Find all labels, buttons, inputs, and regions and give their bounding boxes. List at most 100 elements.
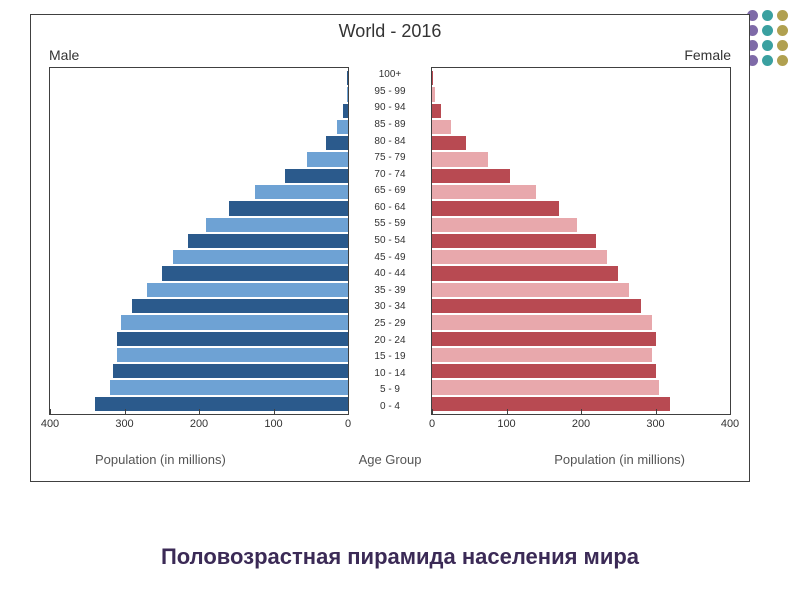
age-label: 95 - 99: [349, 84, 431, 101]
dot: [762, 40, 773, 51]
x-tick-label: 300: [646, 418, 664, 430]
x-tick: [432, 409, 433, 414]
male-bar: [188, 234, 348, 248]
age-label: 100+: [349, 67, 431, 84]
population-pyramid-chart: World - 2016 Male Female 0100200300400 1…: [30, 14, 750, 482]
bar-row: [50, 363, 348, 379]
bar-row: [50, 379, 348, 395]
bar-row: [432, 70, 730, 86]
male-bar: [117, 348, 348, 362]
bar-row: [50, 200, 348, 216]
bar-row: [432, 168, 730, 184]
bar-row: [50, 151, 348, 167]
age-label: 40 - 44: [349, 266, 431, 283]
bar-row: [432, 347, 730, 363]
male-bar: [113, 364, 348, 378]
x-tick: [274, 409, 275, 414]
bar-row: [50, 103, 348, 119]
age-label: 70 - 74: [349, 166, 431, 183]
female-panel: 0100200300400: [431, 67, 731, 415]
age-label: 65 - 69: [349, 183, 431, 200]
x-tick-label: 100: [497, 418, 515, 430]
age-label: 60 - 64: [349, 200, 431, 217]
x-tick: [199, 409, 200, 414]
bar-row: [432, 265, 730, 281]
female-bar: [432, 234, 596, 248]
bar-row: [432, 151, 730, 167]
age-label: 0 - 4: [349, 399, 431, 416]
female-bar: [432, 348, 652, 362]
bar-row: [50, 184, 348, 200]
male-bar: [117, 332, 348, 346]
female-bar: [432, 169, 510, 183]
female-bar: [432, 136, 466, 150]
dot: [777, 10, 788, 21]
age-label: 80 - 84: [349, 133, 431, 150]
dot: [762, 25, 773, 36]
bar-row: [50, 314, 348, 330]
female-bar: [432, 152, 488, 166]
x-tick-label: 200: [572, 418, 590, 430]
male-bar: [343, 104, 348, 118]
female-bar: [432, 364, 656, 378]
bar-row: [50, 119, 348, 135]
x-tick-label: 400: [41, 418, 59, 430]
bar-row: [432, 103, 730, 119]
bar-row: [50, 217, 348, 233]
male-bar: [132, 299, 348, 313]
bar-row: [432, 379, 730, 395]
female-bar: [432, 397, 670, 411]
male-bar: [307, 152, 348, 166]
female-bar: [432, 185, 536, 199]
age-label: 35 - 39: [349, 283, 431, 300]
female-bar: [432, 87, 435, 101]
female-bar: [432, 201, 559, 215]
male-label: Male: [49, 47, 79, 63]
male-bars: [50, 68, 348, 414]
age-label: 90 - 94: [349, 100, 431, 117]
bar-row: [50, 168, 348, 184]
dot: [777, 40, 788, 51]
age-label: 10 - 14: [349, 365, 431, 382]
age-label: 50 - 54: [349, 233, 431, 250]
age-label: 5 - 9: [349, 382, 431, 399]
bar-row: [432, 282, 730, 298]
x-tick-label: 0: [345, 418, 351, 430]
dot: [777, 25, 788, 36]
bar-row: [50, 233, 348, 249]
female-bars: [432, 68, 730, 414]
male-bar: [347, 71, 348, 85]
x-tick-label: 200: [190, 418, 208, 430]
bar-row: [432, 314, 730, 330]
female-bar: [432, 283, 629, 297]
center-age-labels: 100+95 - 9990 - 9485 - 8980 - 8475 - 797…: [349, 67, 431, 415]
bar-row: [432, 217, 730, 233]
female-bar: [432, 71, 433, 85]
female-bar: [432, 250, 607, 264]
male-bar: [255, 185, 348, 199]
dot: [762, 55, 773, 66]
x-tick: [656, 409, 657, 414]
age-label: 25 - 29: [349, 316, 431, 333]
bar-row: [50, 265, 348, 281]
female-bar: [432, 104, 441, 118]
dot: [777, 55, 788, 66]
female-label: Female: [684, 47, 731, 63]
age-label: 20 - 24: [349, 332, 431, 349]
x-tick: [50, 409, 51, 414]
male-bar: [121, 315, 348, 329]
age-label: 45 - 49: [349, 249, 431, 266]
female-bar: [432, 266, 618, 280]
decoration-dots: [747, 10, 788, 66]
male-bar: [95, 397, 348, 411]
bar-row: [50, 282, 348, 298]
female-bar: [432, 218, 577, 232]
male-bar: [162, 266, 348, 280]
bar-row: [50, 331, 348, 347]
age-label: 15 - 19: [349, 349, 431, 366]
bar-row: [432, 135, 730, 151]
x-tick-label: 100: [264, 418, 282, 430]
female-bar: [432, 380, 659, 394]
bar-row: [432, 233, 730, 249]
x-tick: [507, 409, 508, 414]
